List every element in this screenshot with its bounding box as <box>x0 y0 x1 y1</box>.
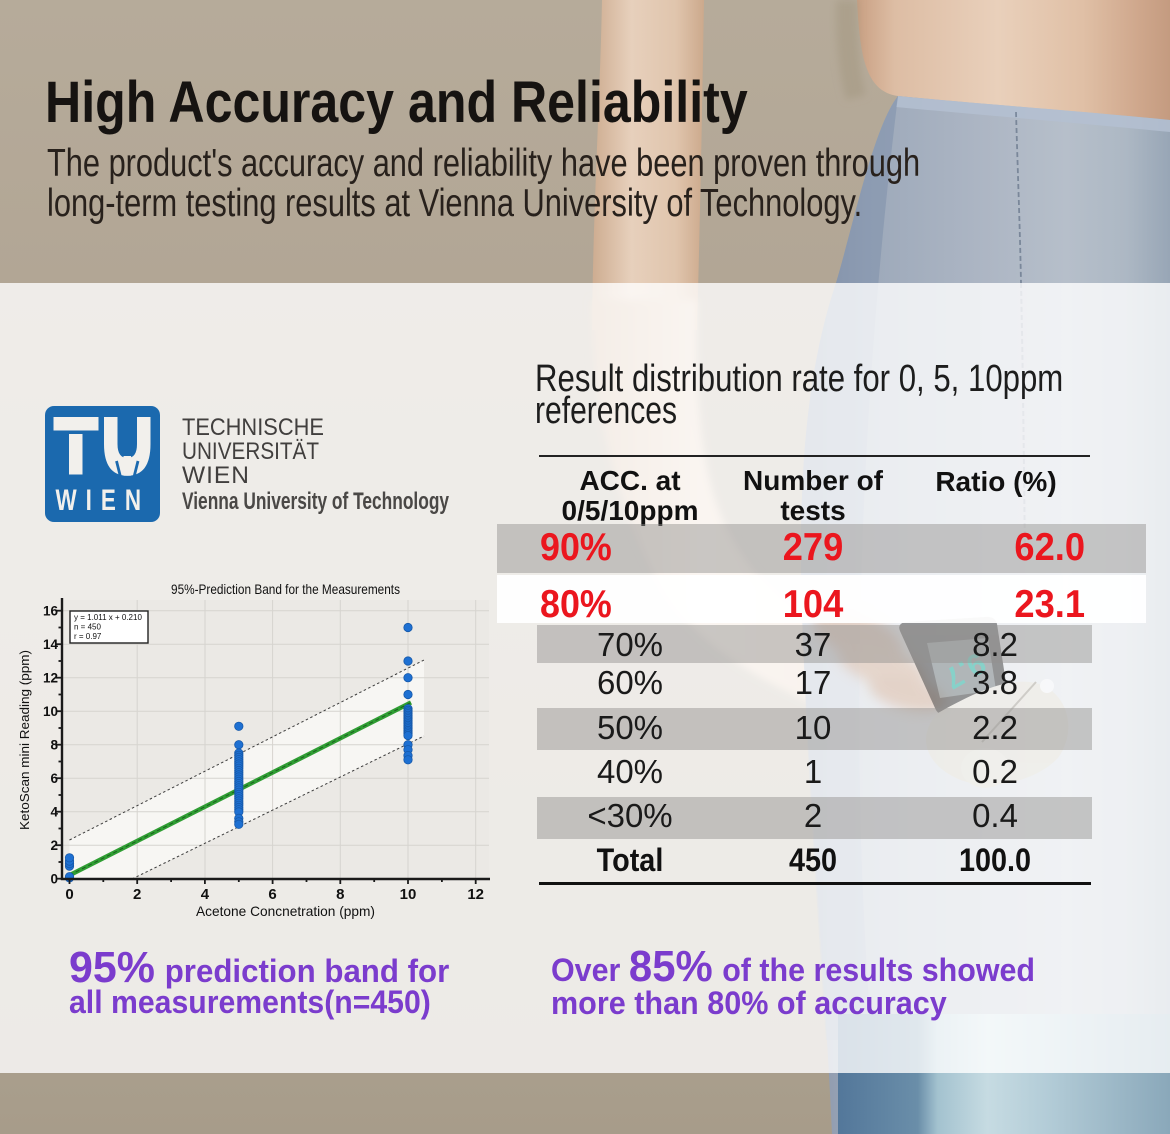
svg-text:2: 2 <box>50 838 58 853</box>
svg-text:6: 6 <box>50 771 58 786</box>
svg-text:2: 2 <box>133 886 141 903</box>
svg-text:n = 450: n = 450 <box>74 623 101 632</box>
svg-text:4: 4 <box>201 886 210 903</box>
svg-text:4: 4 <box>50 805 58 820</box>
svg-text:95%-Prediction Band for the Me: 95%-Prediction Band for the Measurements <box>171 581 400 597</box>
svg-text:Acetone Concnetration (ppm): Acetone Concnetration (ppm) <box>196 903 375 919</box>
svg-text:8: 8 <box>50 738 58 753</box>
svg-text:14: 14 <box>43 637 59 652</box>
svg-text:10: 10 <box>400 886 417 903</box>
svg-text:16: 16 <box>43 604 59 619</box>
svg-text:r = 0.97: r = 0.97 <box>74 632 102 641</box>
svg-text:12: 12 <box>43 671 58 686</box>
svg-text:0: 0 <box>65 886 73 903</box>
svg-text:6: 6 <box>268 886 276 903</box>
svg-text:KetoScan mini Reading (ppm): KetoScan mini Reading (ppm) <box>18 650 32 830</box>
svg-text:8: 8 <box>336 886 344 903</box>
svg-text:10: 10 <box>43 704 58 719</box>
svg-text:0: 0 <box>50 872 58 887</box>
svg-text:WIEN: WIEN <box>56 484 151 517</box>
svg-text:12: 12 <box>467 886 484 903</box>
svg-text:y = 1.011 x + 0.210: y = 1.011 x + 0.210 <box>74 613 142 622</box>
